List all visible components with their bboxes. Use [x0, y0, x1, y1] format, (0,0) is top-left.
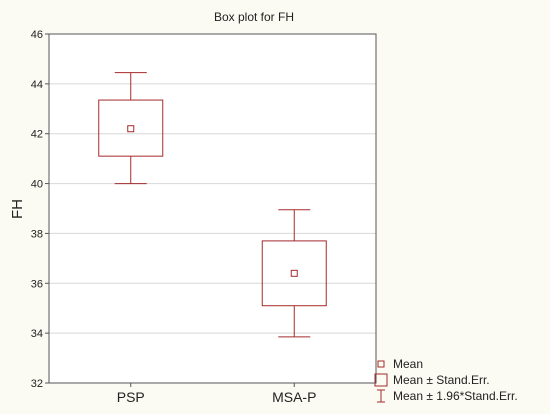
grid-lines — [49, 83, 376, 334]
y-tick-label: 34 — [31, 328, 43, 340]
legend-label-ci: Mean ± 1.96*Stand.Err. — [393, 389, 518, 403]
stand-err-box — [98, 99, 164, 157]
stand-err-box — [261, 240, 327, 307]
x-category-label: MSA-P — [272, 389, 316, 405]
legend-mean-icon — [377, 360, 385, 368]
legend-label-stand-err: Mean ± Stand.Err. — [393, 373, 490, 387]
box-series — [98, 72, 327, 338]
legend-entry-ci: Mean ± 1.96*Stand.Err. — [377, 389, 518, 403]
y-tick-label: 32 — [31, 378, 43, 390]
legend-label-mean: Mean — [393, 357, 423, 371]
legend-box-icon — [374, 373, 388, 387]
box-group — [98, 72, 164, 185]
x-axis-categories: PSP MSA-P — [117, 383, 316, 405]
box-group — [261, 209, 327, 338]
y-tick-label: 38 — [31, 228, 43, 240]
chart-title: Box plot for FH — [214, 10, 294, 24]
y-axis-label: FH — [9, 199, 26, 219]
y-axis-ticks: 32 34 36 38 40 42 44 46 — [31, 29, 49, 390]
legend-entry-stand-err: Mean ± Stand.Err. — [374, 373, 490, 387]
mean-marker — [290, 269, 298, 277]
x-category-label: PSP — [117, 389, 145, 405]
y-tick-label: 42 — [31, 129, 43, 141]
mean-marker — [127, 125, 135, 133]
y-tick-label: 46 — [31, 29, 43, 41]
plot-frame — [48, 33, 377, 384]
legend: Mean Mean ± Stand.Err. Mean ± 1.96*Stand.E… — [374, 357, 518, 403]
plot-area-background — [49, 34, 376, 383]
y-tick-label: 40 — [31, 179, 43, 191]
legend-entry-mean: Mean — [377, 357, 423, 371]
y-tick-label: 44 — [31, 79, 43, 91]
y-tick-label: 36 — [31, 278, 43, 290]
